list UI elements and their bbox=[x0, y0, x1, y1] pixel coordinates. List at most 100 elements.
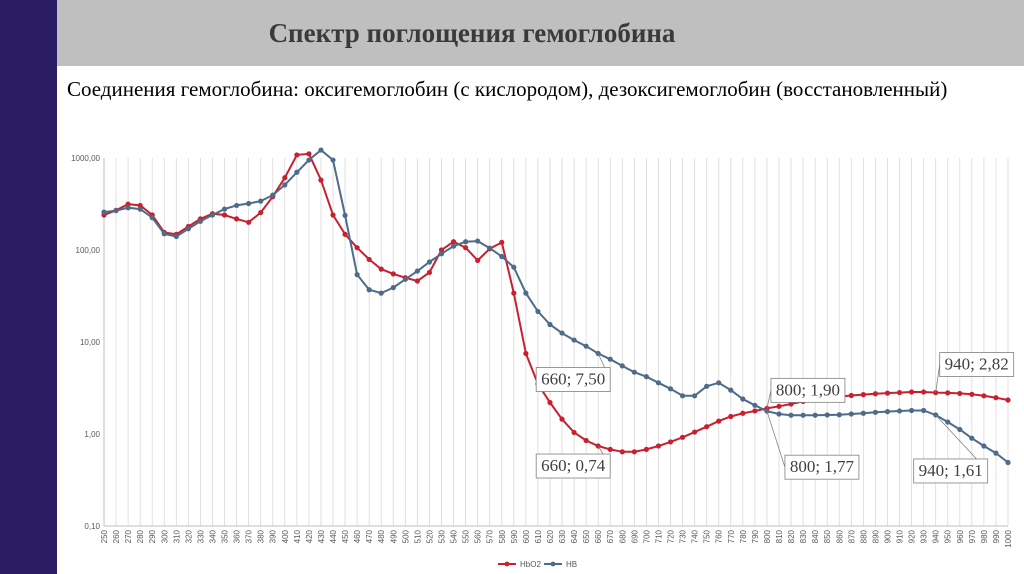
data-point bbox=[559, 330, 565, 336]
x-tick-label: 760 bbox=[715, 529, 724, 543]
data-point bbox=[306, 151, 312, 157]
x-tick-label: 420 bbox=[305, 529, 314, 543]
data-point bbox=[752, 408, 758, 414]
x-tick-label: 960 bbox=[956, 529, 965, 543]
data-point bbox=[390, 285, 396, 291]
data-point bbox=[655, 443, 662, 449]
data-point bbox=[921, 389, 927, 395]
data-point bbox=[511, 290, 517, 296]
x-tick-label: 710 bbox=[654, 529, 663, 543]
x-tick-label: 810 bbox=[775, 529, 784, 543]
data-point bbox=[547, 399, 553, 406]
x-tick-label: 370 bbox=[245, 529, 254, 543]
data-point bbox=[366, 287, 372, 293]
x-tick-label: 660 bbox=[594, 529, 603, 543]
x-tick-label: 940 bbox=[932, 529, 941, 543]
data-point bbox=[993, 395, 999, 401]
left-accent-bar bbox=[0, 0, 57, 574]
data-point bbox=[294, 169, 300, 175]
data-point bbox=[209, 212, 216, 218]
data-point bbox=[728, 387, 734, 393]
x-tick-label: 650 bbox=[582, 529, 591, 543]
x-tick-label: 270 bbox=[124, 529, 133, 543]
data-point bbox=[378, 266, 384, 272]
callout-box bbox=[784, 454, 860, 480]
x-tick-label: 740 bbox=[691, 529, 700, 543]
x-tick-label: 700 bbox=[642, 529, 651, 543]
data-point bbox=[957, 426, 963, 433]
legend-label: HB bbox=[566, 560, 577, 569]
data-point bbox=[523, 350, 529, 357]
x-tick-label: 840 bbox=[811, 529, 820, 543]
data-point bbox=[716, 380, 722, 386]
data-point bbox=[282, 182, 288, 188]
x-tick-label: 590 bbox=[510, 529, 519, 543]
data-point bbox=[848, 392, 854, 399]
data-point bbox=[776, 403, 782, 409]
data-point bbox=[523, 290, 529, 296]
callout-leader bbox=[766, 390, 772, 409]
data-point bbox=[354, 272, 360, 278]
y-tick-label: 0,10 bbox=[84, 522, 100, 531]
x-tick-label: 460 bbox=[353, 529, 362, 543]
data-point bbox=[704, 424, 710, 430]
series-hbo2 bbox=[101, 151, 1011, 455]
data-point bbox=[921, 407, 927, 414]
data-point bbox=[354, 245, 360, 251]
callout-leader bbox=[935, 364, 941, 393]
slide-subtitle: Соединения гемоглобина: оксигемоглобин (… bbox=[67, 77, 948, 101]
x-tick-label: 990 bbox=[992, 529, 1001, 543]
data-point bbox=[655, 380, 662, 386]
x-tick-label: 580 bbox=[498, 529, 507, 543]
data-point bbox=[258, 198, 264, 204]
legend-marker bbox=[504, 561, 510, 567]
data-point bbox=[571, 337, 577, 343]
data-point bbox=[559, 416, 565, 422]
data-point bbox=[631, 369, 637, 375]
x-tick-label: 670 bbox=[606, 529, 615, 543]
callout-label: 660; 7,50 bbox=[541, 369, 605, 388]
data-point bbox=[125, 205, 131, 211]
data-point bbox=[475, 238, 481, 244]
data-point bbox=[547, 321, 553, 328]
series-line-hbo2 bbox=[103, 152, 1009, 453]
x-tick-label: 250 bbox=[100, 529, 109, 543]
data-callout: 940; 2,82 bbox=[935, 352, 1015, 393]
data-point bbox=[643, 446, 650, 453]
data-point bbox=[728, 413, 734, 420]
y-tick-label: 1000,00 bbox=[71, 154, 100, 163]
y-tick-label: 100,00 bbox=[76, 246, 101, 255]
x-tick-label: 560 bbox=[474, 529, 483, 543]
data-point bbox=[137, 202, 143, 209]
data-point bbox=[233, 216, 240, 222]
x-tick-label: 640 bbox=[570, 529, 579, 543]
x-tick-label: 820 bbox=[787, 529, 796, 543]
x-tick-label: 500 bbox=[401, 529, 410, 543]
x-tick-label: 430 bbox=[317, 529, 326, 543]
data-point bbox=[487, 245, 493, 251]
data-point bbox=[306, 157, 312, 163]
x-tick-label: 850 bbox=[823, 529, 832, 543]
x-tick-label: 410 bbox=[293, 529, 302, 543]
callout-label: 800; 1,77 bbox=[790, 457, 855, 476]
data-point bbox=[378, 290, 384, 296]
data-point bbox=[535, 308, 541, 315]
legend-marker bbox=[550, 561, 556, 567]
data-point bbox=[101, 209, 107, 215]
y-tick-label: 1,00 bbox=[84, 430, 100, 439]
x-tick-label: 550 bbox=[462, 529, 471, 543]
data-point bbox=[860, 410, 866, 416]
data-point bbox=[848, 411, 854, 417]
x-tick-label: 720 bbox=[667, 529, 676, 543]
data-point bbox=[1005, 459, 1011, 466]
x-tick-label: 630 bbox=[558, 529, 567, 543]
data-point bbox=[957, 390, 963, 397]
data-point bbox=[414, 278, 420, 284]
slide-title: Спектр поглощения гемоглобина bbox=[268, 17, 676, 48]
x-tick-label: 970 bbox=[968, 529, 977, 543]
data-point bbox=[692, 393, 698, 399]
data-point bbox=[450, 243, 457, 249]
data-point bbox=[740, 410, 746, 416]
x-tick-label: 880 bbox=[859, 529, 868, 543]
data-point bbox=[475, 257, 481, 264]
